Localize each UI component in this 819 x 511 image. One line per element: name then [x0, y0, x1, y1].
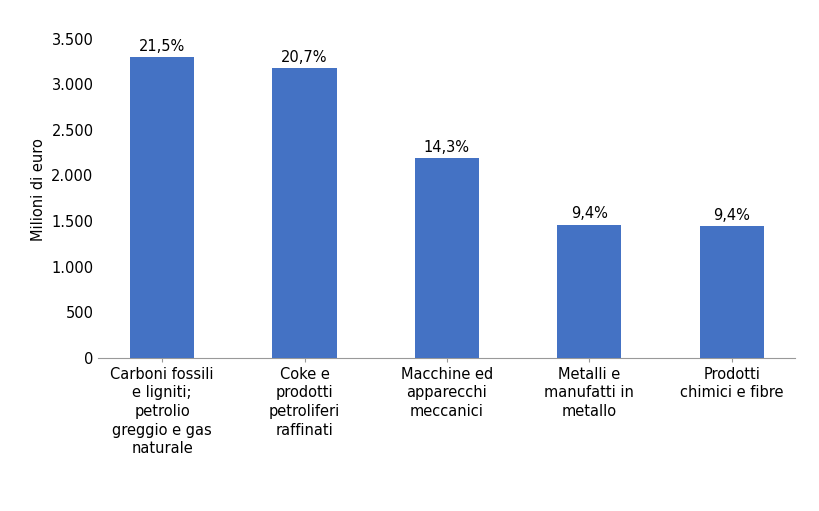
Bar: [557, 225, 621, 358]
Text: 14,3%: 14,3%: [423, 140, 469, 155]
Text: 9,4%: 9,4%: [713, 208, 749, 223]
Bar: [414, 158, 478, 358]
Bar: [272, 68, 336, 358]
Bar: [699, 226, 762, 358]
Bar: [130, 57, 194, 358]
Text: 9,4%: 9,4%: [570, 206, 607, 221]
Text: 21,5%: 21,5%: [139, 39, 185, 54]
Y-axis label: Milioni di euro: Milioni di euro: [30, 137, 46, 241]
Text: 20,7%: 20,7%: [281, 50, 328, 65]
